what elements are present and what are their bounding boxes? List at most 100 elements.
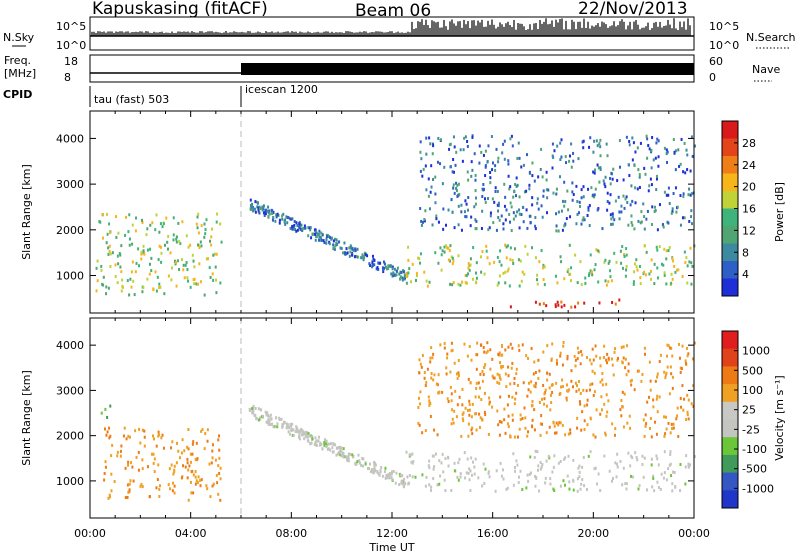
data-cell <box>596 144 599 148</box>
data-cell <box>484 412 487 416</box>
data-cell <box>629 379 632 383</box>
data-cell <box>464 406 467 410</box>
data-cell <box>594 466 597 470</box>
data-cell <box>686 393 689 397</box>
data-cell <box>101 213 104 217</box>
data-cell <box>537 464 540 468</box>
data-cell <box>534 371 537 375</box>
data-cell <box>429 402 432 406</box>
data-cell <box>368 462 371 466</box>
data-cell <box>374 463 377 467</box>
data-cell <box>510 366 513 370</box>
data-cell <box>377 472 380 476</box>
data-cell <box>598 180 601 184</box>
data-cell <box>522 381 525 385</box>
data-cell <box>465 281 468 285</box>
data-cell <box>104 460 107 464</box>
data-cell <box>126 483 129 487</box>
data-cell <box>457 204 460 208</box>
data-cell <box>284 222 287 226</box>
data-cell <box>566 389 569 393</box>
colorbar-tick-label: 12 <box>742 224 756 237</box>
data-cell <box>540 249 543 253</box>
data-cell <box>692 404 695 408</box>
data-cell <box>555 362 558 366</box>
data-cell <box>602 356 605 360</box>
data-cell <box>566 270 569 274</box>
data-cell <box>516 384 519 388</box>
data-cell <box>343 241 346 245</box>
data-cell <box>517 481 520 485</box>
data-cell <box>412 460 415 464</box>
colorbar-tick-label: -100 <box>742 443 767 456</box>
data-cell <box>601 383 604 387</box>
data-cell <box>570 369 573 373</box>
data-cell <box>537 358 540 362</box>
noise-panel-frame <box>89 16 695 51</box>
data-cell <box>687 417 690 421</box>
data-cell <box>362 464 365 468</box>
data-cell <box>636 187 639 191</box>
data-cell <box>603 454 606 458</box>
data-cell <box>449 385 452 389</box>
data-cell <box>464 476 467 480</box>
data-cell <box>488 400 491 404</box>
data-cell <box>211 456 214 460</box>
data-cell <box>209 275 212 279</box>
data-cell <box>605 414 608 418</box>
data-cell <box>496 283 499 287</box>
data-cell <box>314 232 317 236</box>
data-cell <box>447 208 450 212</box>
data-cell <box>430 164 433 168</box>
data-cell <box>673 264 676 268</box>
data-cell <box>443 346 446 350</box>
data-cell <box>644 352 647 356</box>
data-cell <box>579 392 582 396</box>
data-cell <box>539 467 542 471</box>
data-cell <box>163 243 166 247</box>
data-cell <box>172 238 175 242</box>
data-cell <box>549 393 552 397</box>
data-cell <box>547 188 550 192</box>
data-cell <box>420 219 423 223</box>
data-cell <box>518 348 521 352</box>
data-cell <box>611 363 614 367</box>
data-cell <box>519 413 522 417</box>
data-cell <box>172 216 175 220</box>
data-cell <box>671 207 674 211</box>
data-cell <box>594 435 597 439</box>
data-cell <box>117 262 120 266</box>
data-cell <box>451 417 454 421</box>
data-cell <box>124 233 127 237</box>
data-cell <box>380 466 383 470</box>
data-cell <box>310 236 313 240</box>
data-cell <box>630 221 633 225</box>
data-cell <box>690 135 693 139</box>
data-cell <box>419 150 422 154</box>
data-cell <box>631 456 634 460</box>
data-cell <box>481 209 484 213</box>
data-cell <box>417 396 420 400</box>
y-tick-label: 2000 <box>56 224 84 237</box>
data-cell <box>464 281 467 285</box>
y-tick-label: 2000 <box>56 430 84 443</box>
data-cell <box>128 488 131 492</box>
data-cell <box>150 256 153 260</box>
data-cell <box>579 362 582 366</box>
data-cell <box>627 223 630 227</box>
data-cell <box>489 348 492 352</box>
data-cell <box>415 274 418 278</box>
data-cell <box>346 251 349 255</box>
data-cell <box>131 465 134 469</box>
data-cell <box>127 434 130 438</box>
data-cell <box>158 286 161 290</box>
data-cell <box>540 147 543 151</box>
data-cell <box>187 279 190 283</box>
data-cell <box>536 201 539 205</box>
data-cell <box>559 175 562 179</box>
data-cell <box>669 462 672 466</box>
data-cell <box>680 405 683 409</box>
data-cell <box>463 451 466 455</box>
data-cell <box>155 289 158 293</box>
data-cell <box>483 272 486 276</box>
